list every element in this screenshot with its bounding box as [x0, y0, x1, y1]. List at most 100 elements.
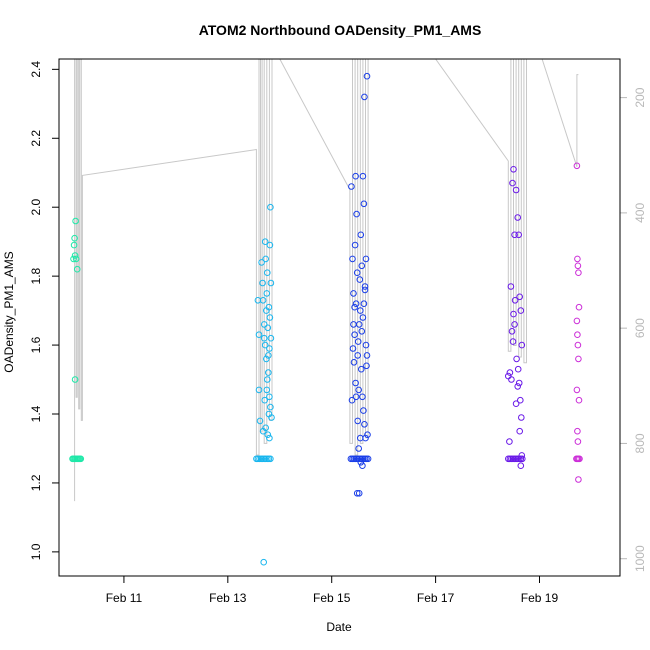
data-point: [510, 166, 517, 173]
data-point: [263, 355, 270, 363]
data-point: [573, 162, 581, 170]
data-point: [349, 255, 356, 263]
data-point: [350, 321, 357, 328]
data-point: [361, 421, 368, 428]
data-point: [361, 286, 369, 294]
data-point: [363, 352, 371, 359]
data-point: [262, 255, 270, 263]
data-point: [266, 314, 274, 321]
data-point: [513, 355, 520, 363]
data-point: [363, 362, 370, 370]
data-point: [363, 72, 371, 80]
data-point: [259, 279, 266, 287]
data-point: [264, 376, 271, 383]
data-point: [574, 331, 581, 339]
chart-title: ATOM2 Northbound OADensity_PM1_AMS: [199, 22, 482, 38]
data-point: [575, 269, 582, 277]
data-point: [574, 262, 582, 270]
data-point: [361, 93, 368, 101]
data-point: [509, 338, 517, 345]
data-point: [71, 252, 79, 259]
data-point: [364, 455, 372, 463]
data-point: [265, 303, 273, 311]
y-axis-label: OADensity_PM1_AMS: [2, 251, 16, 372]
data-point: [359, 393, 366, 401]
data-point: [517, 307, 525, 314]
data-point: [351, 331, 358, 339]
data-point: [575, 476, 582, 483]
data-point: [358, 365, 365, 373]
data-point: [255, 386, 263, 394]
x-tick-label: Feb 17: [417, 591, 455, 605]
data-point: [512, 186, 520, 194]
data-point: [351, 303, 358, 311]
data-point: [574, 427, 581, 435]
data-point: [353, 490, 361, 497]
data-point: [351, 241, 359, 249]
y2-tick-label: 200: [633, 87, 647, 107]
data-point: [267, 334, 275, 342]
data-point: [510, 310, 517, 318]
data-point: [506, 438, 513, 445]
series-4: [505, 166, 526, 470]
data-point: [360, 200, 368, 208]
data-point: [519, 455, 526, 463]
data-point: [359, 172, 367, 180]
data-point: [357, 231, 365, 239]
data-point: [256, 417, 264, 425]
data-point: [362, 341, 370, 349]
data-point: [359, 314, 367, 321]
y2-tick-label: 800: [633, 433, 647, 453]
data-point: [352, 393, 360, 401]
data-point: [357, 434, 364, 442]
data-point: [354, 417, 362, 425]
data-point: [267, 279, 275, 287]
series-1: [69, 217, 85, 463]
data-point: [350, 359, 358, 366]
data-point: [266, 241, 274, 249]
data-point: [357, 307, 364, 314]
data-point: [260, 334, 268, 342]
data-point: [267, 203, 274, 211]
data-point: [259, 427, 267, 435]
y-tick-label: 1.2: [29, 474, 43, 491]
y2-tick-label: 1000: [633, 545, 647, 572]
data-point: [353, 269, 361, 277]
data-point: [263, 290, 271, 297]
data-point: [573, 386, 581, 394]
data-point: [358, 262, 366, 270]
y-tick-label: 2.4: [29, 61, 43, 78]
data-point: [352, 172, 359, 180]
data-point: [574, 341, 582, 349]
data-point: [70, 255, 77, 263]
data-point: [359, 462, 366, 470]
data-point: [512, 400, 520, 408]
series-5: [573, 162, 583, 483]
y-tick-label: 1.4: [29, 405, 43, 422]
data-point: [264, 431, 272, 439]
axes-layer: Feb 11 Feb 13 Feb 15 Feb 17 Feb 19 1.0 1.2 1.4 1…: [29, 61, 647, 605]
data-point: [71, 234, 78, 242]
data-point: [574, 255, 581, 263]
data-point: [355, 386, 363, 394]
y2-tick-label: 400: [633, 203, 647, 223]
data-point: [71, 376, 79, 383]
data-point: [508, 328, 516, 335]
data-point: [505, 372, 512, 380]
data-point: [515, 379, 523, 387]
data-point: [260, 321, 268, 328]
data-point: [515, 231, 523, 239]
data-point: [517, 462, 525, 470]
data-point: [509, 179, 516, 187]
data-point: [353, 210, 360, 218]
altitude-trace-line: [74, 58, 579, 502]
data-point: [255, 331, 263, 339]
data-point: [266, 393, 273, 401]
data-point: [355, 490, 363, 497]
data-point: [517, 396, 524, 404]
data-point: [518, 341, 526, 349]
y-tick-label: 2.0: [29, 199, 43, 216]
plot-frame: [58, 58, 621, 577]
data-point: [70, 241, 78, 249]
